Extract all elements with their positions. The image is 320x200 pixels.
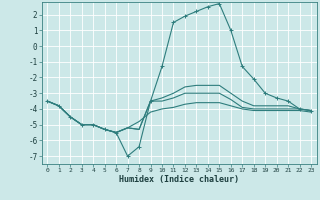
X-axis label: Humidex (Indice chaleur): Humidex (Indice chaleur) (119, 175, 239, 184)
